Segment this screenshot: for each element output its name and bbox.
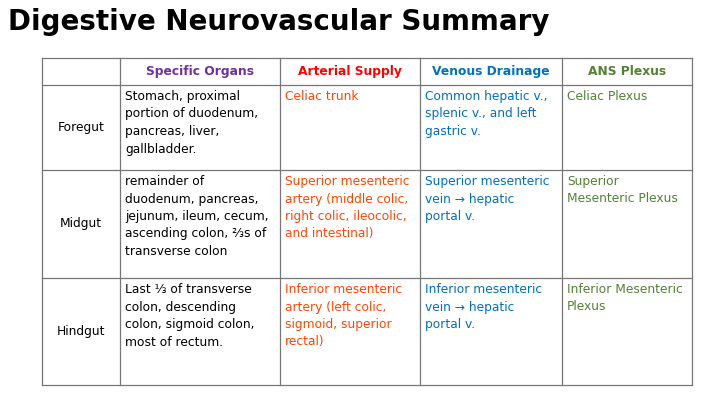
Text: Stomach, proximal
portion of duodenum,
pancreas, liver,
gallbladder.: Stomach, proximal portion of duodenum, p… xyxy=(125,90,258,156)
Text: Venous Drainage: Venous Drainage xyxy=(432,65,550,78)
Text: Superior
Mesenteric Plexus: Superior Mesenteric Plexus xyxy=(567,175,678,206)
Text: Celiac Plexus: Celiac Plexus xyxy=(567,90,648,103)
Text: Last ⅓ of transverse
colon, descending
colon, sigmoid colon,
most of rectum.: Last ⅓ of transverse colon, descending c… xyxy=(125,283,254,348)
Text: Hindgut: Hindgut xyxy=(57,325,105,338)
Text: Celiac trunk: Celiac trunk xyxy=(285,90,359,103)
Text: ANS Plexus: ANS Plexus xyxy=(588,65,666,78)
Text: Inferior mesenteric
vein → hepatic
portal v.: Inferior mesenteric vein → hepatic porta… xyxy=(425,283,542,331)
Text: Arterial Supply: Arterial Supply xyxy=(298,65,402,78)
Text: Common hepatic v.,
splenic v., and left
gastric v.: Common hepatic v., splenic v., and left … xyxy=(425,90,547,138)
Text: Inferior mesenteric
artery (left colic,
sigmoid, superior
rectal): Inferior mesenteric artery (left colic, … xyxy=(285,283,402,348)
Text: Digestive Neurovascular Summary: Digestive Neurovascular Summary xyxy=(8,8,550,36)
Text: Midgut: Midgut xyxy=(60,217,102,230)
Text: remainder of
duodenum, pancreas,
jejunum, ileum, cecum,
ascending colon, ⅔s of
t: remainder of duodenum, pancreas, jejunum… xyxy=(125,175,268,258)
Text: Specific Organs: Specific Organs xyxy=(146,65,254,78)
Text: Superior mesenteric
vein → hepatic
portal v.: Superior mesenteric vein → hepatic porta… xyxy=(425,175,550,223)
Text: Inferior Mesenteric
Plexus: Inferior Mesenteric Plexus xyxy=(567,283,683,314)
Text: Foregut: Foregut xyxy=(58,121,104,134)
Text: Superior mesenteric
artery (middle colic,
right colic, ileocolic,
and intestinal: Superior mesenteric artery (middle colic… xyxy=(285,175,410,240)
